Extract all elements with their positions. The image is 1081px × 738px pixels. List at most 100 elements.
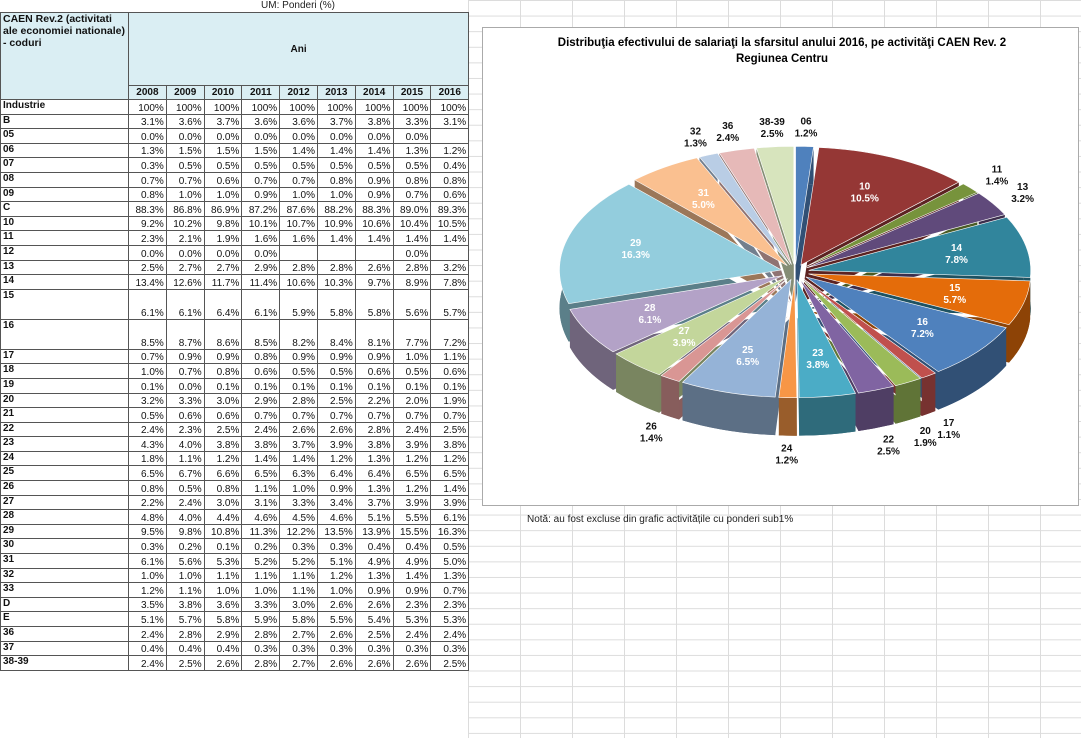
- value-cell: [430, 244, 470, 261]
- slice-category: 17: [943, 418, 955, 429]
- slice: [799, 279, 895, 394]
- value-cell: 0.7%: [241, 407, 281, 423]
- value-cell: 2.6%: [203, 655, 243, 671]
- value-cell: 0.9%: [392, 582, 432, 598]
- value-cell: 0.0%: [392, 244, 432, 261]
- value-cell: 1.3%: [392, 142, 432, 159]
- value-cell: 1.4%: [279, 142, 318, 159]
- value-cell: 0.3%: [241, 640, 281, 657]
- value-cell: 4.0%: [165, 509, 205, 525]
- value-cell: 8.4%: [316, 318, 356, 350]
- value-cell: 5.8%: [279, 611, 318, 627]
- value-cell: 3.8%: [165, 596, 205, 613]
- value-cell: 86.8%: [165, 201, 205, 217]
- value-cell: 0.8%: [203, 480, 243, 496]
- slice-category: 15: [949, 283, 961, 294]
- slice: [756, 146, 795, 265]
- value-cell: 2.7%: [279, 626, 318, 642]
- value-cell: 1.1%: [165, 582, 205, 598]
- value-cell: 2.1%: [165, 230, 205, 246]
- value-cell: 5.8%: [354, 288, 394, 320]
- value-cell: 1.3%: [430, 567, 470, 584]
- value-cell: 0.8%: [203, 363, 243, 379]
- value-cell: 0.3%: [316, 640, 356, 657]
- value-cell: 1.0%: [316, 186, 356, 203]
- value-cell: 1.4%: [430, 230, 470, 246]
- value-cell: 3.6%: [279, 113, 318, 130]
- value-cell: 4.0%: [165, 436, 205, 452]
- value-cell: 89.3%: [430, 201, 470, 217]
- slice-category: 38-39: [759, 117, 785, 128]
- value-cell: 5.1%: [316, 553, 356, 569]
- table-row: 23 4.3% 4.0% 3.8% 3.8% 3.7% 3.9% 3.8% 3.9% 3.8%: [0, 436, 470, 452]
- value-cell: 9.7%: [354, 274, 394, 290]
- value-cell: 1.0%: [392, 348, 432, 365]
- value-cell: 0.7%: [354, 407, 394, 423]
- slice-label: 5.7%: [943, 295, 966, 306]
- value-cell: 12.2%: [279, 523, 318, 540]
- value-cell: 0.4%: [203, 640, 243, 657]
- value-cell: 0.0%: [165, 244, 205, 261]
- table-row: 32 1.0% 1.0% 1.1% 1.1% 1.1% 1.2% 1.3% 1.4% 1.3%: [0, 567, 470, 584]
- value-cell: 2.3%: [392, 596, 432, 613]
- value-cell: 0.1%: [279, 377, 318, 394]
- table-row: 20 3.2% 3.3% 3.0% 2.9% 2.8% 2.5% 2.2% 2.0% 1.9%: [0, 392, 470, 409]
- value-cell: 2.4%: [165, 494, 205, 511]
- slice-wall: [616, 353, 660, 413]
- value-cell: 0.8%: [430, 171, 470, 188]
- value-cell: 1.9%: [430, 392, 470, 409]
- value-cell: 0.1%: [128, 377, 167, 394]
- row-code: 06: [0, 142, 129, 159]
- row-code: 24: [0, 450, 129, 467]
- value-cell: 10.6%: [354, 215, 394, 232]
- slice: [800, 147, 960, 266]
- table-row: E 5.1% 5.7% 5.8% 5.9% 5.8% 5.5% 5.4% 5.3% 5.3%: [0, 611, 470, 627]
- value-cell: 5.5%: [392, 509, 432, 525]
- value-cell: 1.8%: [128, 450, 167, 467]
- value-cell: 2.6%: [316, 596, 356, 613]
- slice-category: 26: [646, 422, 658, 433]
- value-cell: 0.3%: [316, 538, 356, 555]
- value-cell: 5.2%: [279, 553, 318, 569]
- value-cell: 0.6%: [165, 407, 205, 423]
- value-cell: 0.0%: [354, 128, 394, 144]
- table-row: 09 0.8% 1.0% 1.0% 0.9% 1.0% 1.0% 0.9% 0.7% 0.6%: [0, 186, 470, 203]
- slice-category: 13: [1017, 182, 1029, 193]
- slice: [808, 216, 1032, 278]
- pie-labels: 061.2%1010.5%111.4%133.2%147.8%155.7%167…: [621, 117, 1034, 467]
- value-cell: 0.6%: [430, 186, 470, 203]
- value-cell: 0.5%: [392, 363, 432, 379]
- slice-category: 23: [812, 348, 824, 359]
- slice-label: 2.5%: [877, 447, 900, 458]
- slice-category: 28: [644, 303, 656, 314]
- value-cell: 3.6%: [165, 113, 205, 130]
- row-code: 31: [0, 553, 129, 569]
- table-row: 37 0.4% 0.4% 0.4% 0.3% 0.3% 0.3% 0.3% 0.3% 0.3%: [0, 640, 470, 657]
- value-cell: 5.1%: [128, 611, 167, 627]
- value-cell: 0.8%: [128, 480, 167, 496]
- value-cell: 5.3%: [392, 611, 432, 627]
- value-cell: 1.2%: [203, 450, 243, 467]
- value-cell: 0.1%: [241, 377, 281, 394]
- row-code: 05: [0, 128, 129, 144]
- slice-category: 11: [992, 164, 1003, 175]
- value-cell: 3.4%: [316, 494, 356, 511]
- value-cell: 0.5%: [354, 157, 394, 173]
- value-cell: 4.6%: [241, 509, 281, 525]
- table-row: 19 0.1% 0.0% 0.1% 0.1% 0.1% 0.1% 0.1% 0.1% 0.1%: [0, 377, 470, 394]
- value-cell: 89.0%: [392, 201, 432, 217]
- slice-label: 6.1%: [638, 315, 661, 326]
- value-cell: 0.6%: [203, 171, 243, 188]
- value-cell: 1.0%: [165, 186, 205, 203]
- slice-label: 1.4%: [640, 434, 663, 445]
- value-cell: 1.1%: [430, 348, 470, 365]
- value-cell: 2.4%: [128, 421, 167, 438]
- row-code: 23: [0, 436, 129, 452]
- value-cell: 5.3%: [430, 611, 470, 627]
- value-cell: 6.3%: [279, 465, 318, 482]
- slice-category: 06: [800, 117, 812, 128]
- row-code: 27: [0, 494, 129, 511]
- value-cell: 3.9%: [392, 494, 432, 511]
- slice-category: 10: [859, 181, 871, 192]
- value-cell: [430, 128, 470, 144]
